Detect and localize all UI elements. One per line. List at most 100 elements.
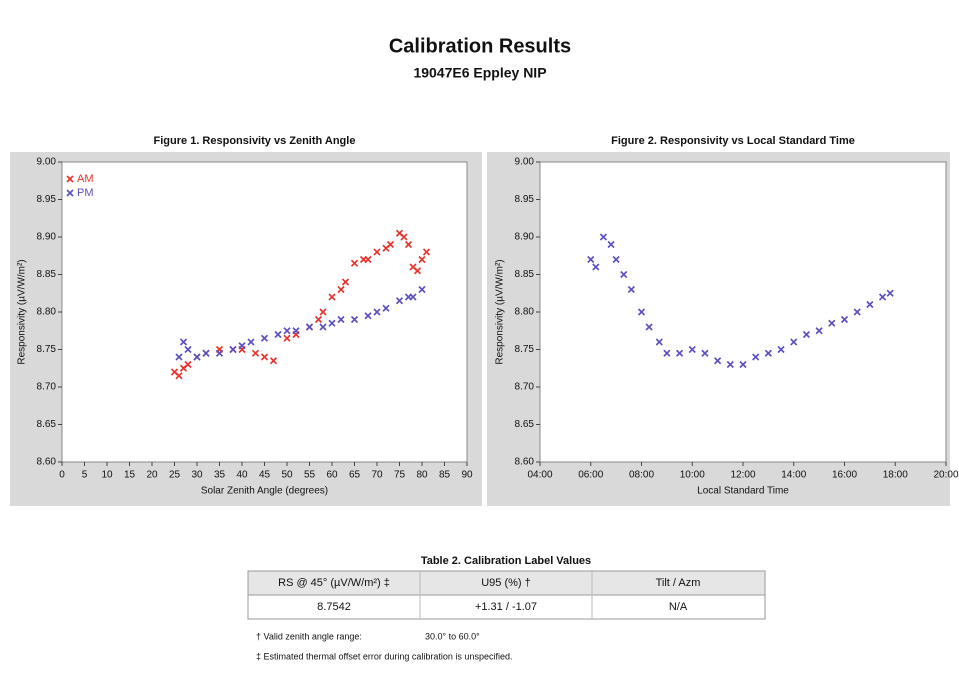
y-tick-label: 8.85 — [37, 269, 57, 280]
point — [620, 270, 628, 279]
point — [247, 338, 255, 346]
plot-area — [539, 161, 947, 463]
point — [364, 312, 372, 320]
y-tick-label: 8.65 — [37, 419, 57, 430]
y-axis-label: Responsivity (µV/W/m²) — [17, 259, 28, 364]
point — [269, 357, 278, 365]
point — [418, 285, 426, 294]
table-header — [247, 570, 766, 596]
x-tick-label: 15 — [124, 470, 136, 481]
table-header-cell: RS @ 45° (µV/W/m²) ‡ — [278, 577, 390, 589]
x-tick-label: 0 — [59, 470, 65, 481]
point — [802, 330, 811, 339]
x-tick-label: 10:00 — [680, 470, 705, 481]
x-tick-label: 5 — [82, 470, 88, 481]
point — [645, 323, 653, 331]
x-tick-label: 40 — [236, 470, 248, 481]
chart-title: Figure 1. Responsivity vs Zenith Angle — [154, 135, 356, 147]
y-tick-label: 8.75 — [515, 344, 535, 355]
x-tick-label: 90 — [461, 470, 473, 481]
point — [202, 349, 210, 357]
table-title: Table 2. Calibration Label Values — [421, 555, 591, 567]
point — [386, 240, 395, 249]
point — [337, 285, 345, 294]
plot-area — [61, 161, 468, 463]
point — [215, 349, 224, 357]
point — [663, 349, 671, 357]
table-header-cell: Tilt / Azm — [656, 577, 701, 589]
point — [175, 372, 183, 380]
point — [886, 289, 894, 297]
point — [364, 255, 372, 264]
x-tick-label: 16:00 — [832, 470, 857, 481]
x-axis-label: Solar Zenith Angle (degrees) — [201, 486, 328, 497]
y-tick-label: 8.60 — [515, 457, 535, 468]
point — [413, 267, 422, 275]
point — [292, 327, 300, 335]
legend-label: AM — [77, 173, 94, 185]
point — [184, 345, 192, 354]
point — [655, 338, 663, 346]
point — [328, 319, 336, 327]
x-axis-label: Local Standard Time — [697, 486, 789, 497]
x-tick-label: 20:00 — [933, 470, 958, 481]
y-tick-label: 8.95 — [37, 194, 57, 205]
point — [627, 285, 635, 294]
x-tick-label: 80 — [416, 470, 428, 481]
y-tick-label: 8.90 — [37, 232, 57, 243]
point — [592, 263, 600, 271]
y-tick-label: 8.90 — [515, 232, 535, 243]
legend-label: PM — [77, 187, 94, 199]
point — [878, 293, 887, 301]
y-tick-label: 8.60 — [37, 457, 57, 468]
point — [260, 334, 269, 342]
x-tick-label: 04:00 — [527, 470, 552, 481]
y-tick-label: 9.00 — [515, 157, 535, 168]
point — [251, 349, 260, 357]
point — [179, 338, 188, 346]
point — [350, 315, 359, 324]
point — [382, 304, 390, 312]
y-axis-label: Responsivity (µV/W/m²) — [495, 259, 506, 364]
point — [341, 278, 350, 286]
point — [612, 255, 620, 264]
point — [319, 323, 327, 331]
point — [418, 255, 426, 264]
point — [283, 334, 291, 342]
x-tick-label: 14:00 — [781, 470, 806, 481]
x-tick-label: 08:00 — [629, 470, 654, 481]
point — [175, 353, 183, 361]
y-tick-label: 8.80 — [37, 307, 57, 318]
point — [409, 293, 417, 301]
x-tick-label: 12:00 — [730, 470, 755, 481]
point — [283, 327, 291, 335]
point — [828, 319, 836, 327]
x-tick-label: 75 — [394, 470, 406, 481]
table-cell: 8.7542 — [317, 601, 351, 613]
point — [422, 248, 431, 256]
x-tick-label: 35 — [214, 470, 226, 481]
point — [260, 353, 269, 361]
point — [701, 349, 709, 357]
point — [815, 327, 823, 335]
point — [587, 255, 595, 264]
point — [373, 308, 381, 316]
y-tick-label: 8.80 — [515, 307, 535, 318]
point — [305, 323, 314, 331]
point — [866, 300, 874, 309]
point — [726, 360, 734, 369]
point — [184, 360, 192, 369]
x-tick-label: 55 — [304, 470, 316, 481]
point — [229, 345, 237, 354]
point — [328, 293, 336, 301]
point — [238, 342, 246, 350]
point — [790, 338, 798, 346]
chart-title: Figure 2. Responsivity vs Local Standard… — [611, 135, 855, 147]
point — [688, 345, 696, 354]
legend-marker — [66, 189, 74, 197]
point — [350, 259, 359, 267]
title: Calibration Results — [389, 35, 571, 57]
subtitle: 19047E6 Eppley NIP — [413, 65, 546, 81]
y-tick-label: 8.70 — [37, 382, 57, 393]
